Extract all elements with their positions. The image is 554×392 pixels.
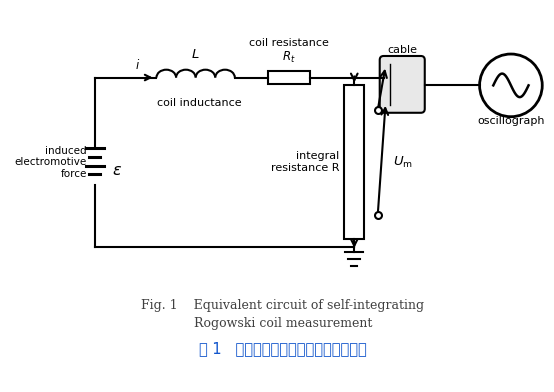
Text: ε: ε — [112, 163, 121, 178]
Circle shape — [480, 54, 542, 117]
Text: L: L — [192, 47, 199, 60]
Text: oscillograph: oscillograph — [477, 116, 545, 127]
Bar — [268, 71, 310, 84]
FancyBboxPatch shape — [379, 56, 425, 113]
Text: coil resistance: coil resistance — [249, 38, 329, 48]
Text: coil inductance: coil inductance — [157, 98, 242, 108]
Text: $R_t$: $R_t$ — [282, 49, 295, 65]
Text: induced
electromotive
force: induced electromotive force — [15, 145, 87, 179]
Text: i: i — [135, 59, 138, 72]
Text: 图 1   自积分式罗氏线圈的测量等效线路: 图 1 自积分式罗氏线圈的测量等效线路 — [199, 341, 367, 356]
Text: integral
resistance R: integral resistance R — [271, 151, 340, 173]
Text: cable: cable — [387, 45, 417, 55]
Bar — [345, 85, 364, 239]
Text: $U_{\rm m}$: $U_{\rm m}$ — [393, 155, 413, 170]
Text: Fig. 1    Equivalent circuit of self-integrating: Fig. 1 Equivalent circuit of self-integr… — [141, 299, 424, 312]
Text: Rogowski coil measurement: Rogowski coil measurement — [193, 317, 372, 330]
